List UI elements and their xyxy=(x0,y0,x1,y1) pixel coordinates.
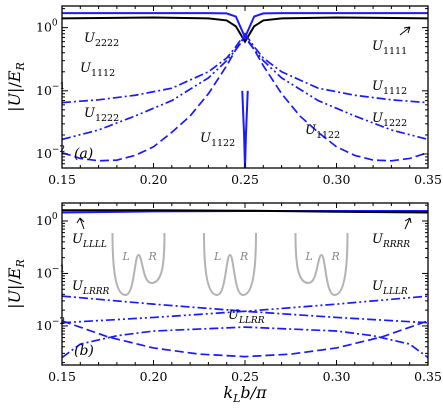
series-line-u-1222 xyxy=(62,36,428,141)
inset-label-right: R xyxy=(148,250,157,263)
series-line-u-2222 xyxy=(62,16,428,44)
series-line-u-1122-dip- xyxy=(241,90,249,168)
y-tick-label: 100 xyxy=(36,212,58,228)
inset-label-left: L xyxy=(213,250,221,263)
series-line-u-1111 xyxy=(62,12,428,40)
series-line-u-1112 xyxy=(62,32,428,104)
y-axis-label: |U|/ER xyxy=(5,62,27,112)
panel-label: (a) xyxy=(74,146,93,162)
series-line-u-1122 xyxy=(62,33,428,162)
annotation-u1112: U1112 xyxy=(372,79,407,97)
inset-label-left: L xyxy=(305,250,313,263)
x-tick-label: 0.35 xyxy=(414,172,442,187)
annotation-ullll: ULLLL xyxy=(72,232,107,250)
inset-well-1 xyxy=(111,232,166,297)
y-tick-label: 10−1 xyxy=(36,264,65,280)
annotation-u1122: U1122 xyxy=(200,131,235,149)
annotation-u1112: U1112 xyxy=(80,61,115,79)
y-axis-label: |U|/ER xyxy=(5,259,27,309)
x-tick-label: 0.15 xyxy=(48,172,76,187)
annotation-u1222: U1222 xyxy=(372,111,407,129)
inset-label-right: R xyxy=(239,250,248,263)
annotation-ulllr: ULLLR xyxy=(372,279,408,297)
y-tick-label: 100 xyxy=(36,19,58,35)
annotation-ulrrr: ULRRR xyxy=(72,279,109,297)
inset-label-right: R xyxy=(331,250,340,263)
series-line-u-llrr-other- xyxy=(62,326,428,359)
inset-well-2 xyxy=(203,232,257,297)
x-tick-label: 0.15 xyxy=(48,369,76,384)
series-line-u-lllr xyxy=(62,295,428,324)
y-tick-label: 10−2 xyxy=(36,145,65,161)
arrow-lllll xyxy=(76,217,85,230)
x-tick-label: 0.30 xyxy=(323,369,351,384)
inset-well-3 xyxy=(294,232,349,297)
annotation-u2222: U2222 xyxy=(84,31,119,49)
annotation-u1122: U1122 xyxy=(305,123,340,141)
annotation-ullrr: ULLRR xyxy=(228,308,265,326)
x-tick-label: 0.30 xyxy=(323,172,351,187)
annotation-u1222: U1222 xyxy=(84,106,119,124)
annotation-u1111: U1111 xyxy=(372,39,407,57)
inset-label-left: L xyxy=(122,250,130,263)
series-line-u-llrr xyxy=(62,320,428,358)
panel-label: (b) xyxy=(74,343,94,359)
x-tick-label: 0.20 xyxy=(140,369,168,384)
y-tick-label: 10−1 xyxy=(36,82,65,98)
annotation-urrrr: URRRR xyxy=(372,232,410,250)
arrow-u1111 xyxy=(399,26,411,36)
x-tick-label: 0.20 xyxy=(140,172,168,187)
arrow-rrrr xyxy=(404,217,412,230)
series-line-u-rrrr xyxy=(62,209,428,214)
x-tick-label: 0.25 xyxy=(231,172,259,187)
y-tick-label: 10−2 xyxy=(36,317,65,333)
x-tick-label: 0.35 xyxy=(414,369,442,384)
x-tick-label: 0.25 xyxy=(231,369,259,384)
x-axis-label: kLb/π xyxy=(223,383,267,405)
